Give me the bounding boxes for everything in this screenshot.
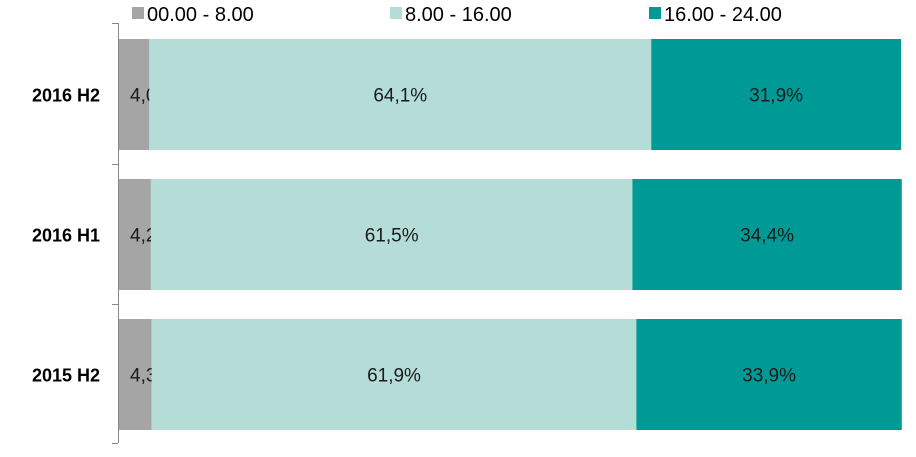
- data-label-2016-h1-16-00-24-00: 34,4%: [740, 226, 794, 247]
- legend-swatch-16-00-24-00: [649, 7, 661, 19]
- legend-label-8-00-16-00: 8.00 - 16.00: [405, 4, 512, 26]
- data-label-2016-h2-16-00-24-00: 31,9%: [749, 86, 803, 107]
- data-label-2016-h2-8-00-16-00: 64,1%: [373, 86, 427, 107]
- bar-2016-h1-8-00-16-00: [150, 179, 633, 290]
- bar-2016-h1-00-00-8-00: [118, 179, 151, 290]
- legend-swatch-00-00-8-00: [132, 7, 144, 19]
- data-label-2015-h2-16-00-24-00: 33,9%: [742, 366, 796, 387]
- bar-2015-h2-16-00-24-00: [636, 319, 902, 430]
- bar-2016-h2-8-00-16-00: [149, 39, 652, 150]
- legend-label-16-00-24-00: 16.00 - 24.00: [664, 4, 782, 26]
- data-label-2015-h2-8-00-16-00: 61,9%: [367, 366, 421, 387]
- bar-2015-h2-8-00-16-00: [151, 319, 637, 430]
- data-label-2016-h1-8-00-16-00: 61,5%: [365, 226, 419, 247]
- category-label-2016-h1: 2016 H1: [32, 226, 100, 246]
- bar-2016-h1-16-00-24-00: [632, 179, 902, 290]
- category-label-2016-h2: 2016 H2: [32, 86, 100, 106]
- legend: 00.00 - 8.00 8.00 - 16.00 16.00 - 24.00: [132, 4, 782, 26]
- legend-label-00-00-8-00: 00.00 - 8.00: [147, 4, 254, 26]
- bar-2015-h2-00-00-8-00: [118, 319, 152, 430]
- bar-2016-h2-16-00-24-00: [651, 39, 901, 150]
- legend-swatch-8-00-16-00: [390, 7, 402, 19]
- category-label-2015-h2: 2015 H2: [32, 366, 100, 386]
- bars: 4,0%64,1%31,9%4,2%61,5%34,4%4,3%61,9%33,…: [118, 39, 902, 430]
- bar-2016-h2-00-00-8-00: [118, 39, 150, 150]
- category-axis: 2016 H2 2016 H1 2015 H2: [32, 23, 119, 444]
